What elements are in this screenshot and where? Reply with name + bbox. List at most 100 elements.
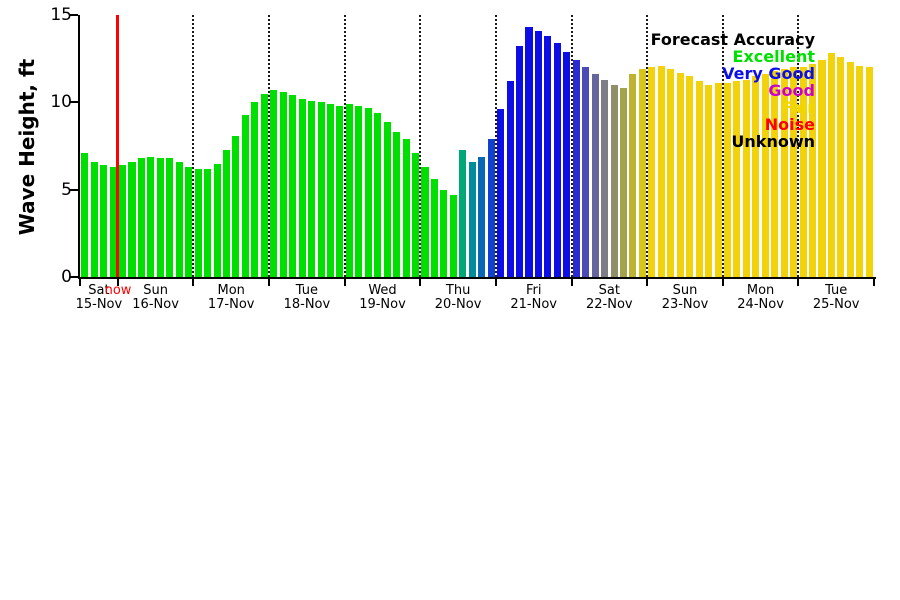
day-separator-line bbox=[268, 15, 270, 277]
wave-bar bbox=[166, 158, 174, 277]
wave-bar bbox=[393, 132, 401, 277]
x-axis-tick bbox=[570, 279, 573, 286]
wave-bar bbox=[241, 114, 249, 277]
wave-bar bbox=[175, 161, 183, 277]
legend-entry-good: Good bbox=[768, 81, 815, 100]
wave-bar bbox=[723, 83, 731, 277]
x-axis-tick bbox=[721, 279, 724, 286]
y-axis-tick bbox=[70, 101, 78, 104]
day-separator-line bbox=[343, 15, 346, 277]
wave-bar bbox=[619, 88, 628, 277]
wave-bar bbox=[336, 105, 344, 277]
wave-bar bbox=[582, 67, 590, 277]
x-axis-day-label: Sun bbox=[143, 283, 168, 298]
wave-bar bbox=[865, 67, 873, 277]
x-axis-day-label: Wed bbox=[368, 283, 397, 298]
wave-bar bbox=[742, 79, 750, 277]
wave-bar bbox=[128, 161, 136, 277]
wave-bar bbox=[204, 168, 212, 277]
wave-bar bbox=[809, 63, 817, 277]
wave-bar bbox=[506, 81, 514, 277]
x-axis-tick bbox=[797, 279, 800, 286]
wave-bar bbox=[137, 158, 145, 277]
x-axis-tick bbox=[646, 279, 649, 286]
wave-bar bbox=[345, 104, 353, 277]
wave-bar bbox=[638, 69, 646, 277]
wave-bar bbox=[468, 161, 476, 277]
x-axis-date-label: 16-Nov bbox=[132, 297, 179, 312]
wave-bar bbox=[355, 105, 363, 277]
x-axis-day-label: Tue bbox=[295, 283, 318, 298]
wave-bar bbox=[251, 102, 259, 277]
legend-entry-fair: Fair bbox=[780, 98, 815, 117]
x-axis-day-label: Sat bbox=[88, 283, 110, 298]
x-axis-date-label: 15-Nov bbox=[75, 297, 123, 312]
wave-bar bbox=[421, 167, 429, 277]
wave-bar bbox=[326, 104, 334, 277]
now-label: now bbox=[104, 283, 132, 298]
now-line bbox=[116, 15, 120, 277]
wave-bar bbox=[90, 161, 98, 277]
x-axis-tick bbox=[343, 279, 346, 286]
wave-bar bbox=[705, 84, 713, 277]
x-axis-tick bbox=[192, 279, 195, 286]
y-axis-line bbox=[78, 15, 80, 279]
y-axis-tick bbox=[70, 14, 78, 16]
wave-bar bbox=[695, 81, 703, 277]
wave-bar bbox=[610, 84, 618, 277]
wave-bar bbox=[563, 51, 571, 277]
day-separator-line bbox=[721, 15, 724, 277]
wave-bar bbox=[676, 72, 684, 277]
wave-bar bbox=[601, 79, 609, 277]
wave-bar bbox=[364, 107, 372, 277]
wave-bar bbox=[119, 165, 127, 277]
day-separator-line bbox=[646, 15, 649, 277]
wave-bar bbox=[109, 167, 117, 277]
wave-bar bbox=[572, 60, 580, 277]
wave-bar bbox=[790, 67, 798, 277]
x-axis-date-label: 21-Nov bbox=[510, 297, 557, 312]
wave-bar bbox=[279, 91, 287, 277]
wave-bar bbox=[402, 139, 410, 277]
x-axis-day-label: Thu bbox=[445, 283, 471, 298]
wave-bar bbox=[497, 109, 505, 277]
legend-entry-very-good: Very Good bbox=[722, 64, 815, 83]
wave-bar bbox=[686, 76, 694, 277]
wave-bar bbox=[780, 69, 788, 277]
wave-bar bbox=[799, 67, 807, 277]
wave-bar bbox=[752, 76, 760, 277]
x-axis-day-label: Sat bbox=[598, 283, 620, 298]
x-axis-date-label: 25-Nov bbox=[812, 297, 860, 312]
wave-bar bbox=[525, 27, 533, 277]
x-axis-tick bbox=[79, 279, 81, 286]
wave-bar bbox=[317, 102, 325, 277]
x-axis-tick bbox=[873, 279, 875, 286]
day-separator-line bbox=[494, 15, 497, 277]
wave-bar bbox=[648, 67, 656, 277]
wave-bar bbox=[232, 135, 240, 277]
wave-bar bbox=[147, 156, 155, 277]
y-axis-tick bbox=[70, 276, 78, 278]
x-axis-tick bbox=[268, 279, 270, 286]
x-axis-day-label: Fri bbox=[525, 283, 542, 298]
wave-bar bbox=[714, 83, 722, 277]
wave-bar bbox=[289, 95, 297, 277]
legend-entry-unknown: Unknown bbox=[731, 132, 815, 151]
wave-bar bbox=[100, 165, 108, 277]
wave-bar bbox=[553, 42, 561, 277]
day-separator-line bbox=[570, 15, 573, 277]
x-axis-tick bbox=[494, 279, 497, 286]
wave-bar bbox=[308, 100, 316, 277]
y-axis-label: Wave Height, ft bbox=[15, 58, 39, 236]
day-separator-line bbox=[797, 15, 800, 277]
wave-bar bbox=[534, 30, 542, 277]
legend-entry-excellent: Excellent bbox=[732, 47, 815, 66]
x-axis-date-label: 18-Nov bbox=[283, 297, 331, 312]
wave-bar bbox=[818, 60, 826, 277]
x-axis-tick bbox=[116, 279, 119, 286]
y-axis-tick-label: 5 bbox=[61, 179, 72, 200]
wave-bar bbox=[516, 46, 524, 277]
wave-bar bbox=[733, 81, 741, 277]
wave-bar bbox=[827, 53, 835, 277]
